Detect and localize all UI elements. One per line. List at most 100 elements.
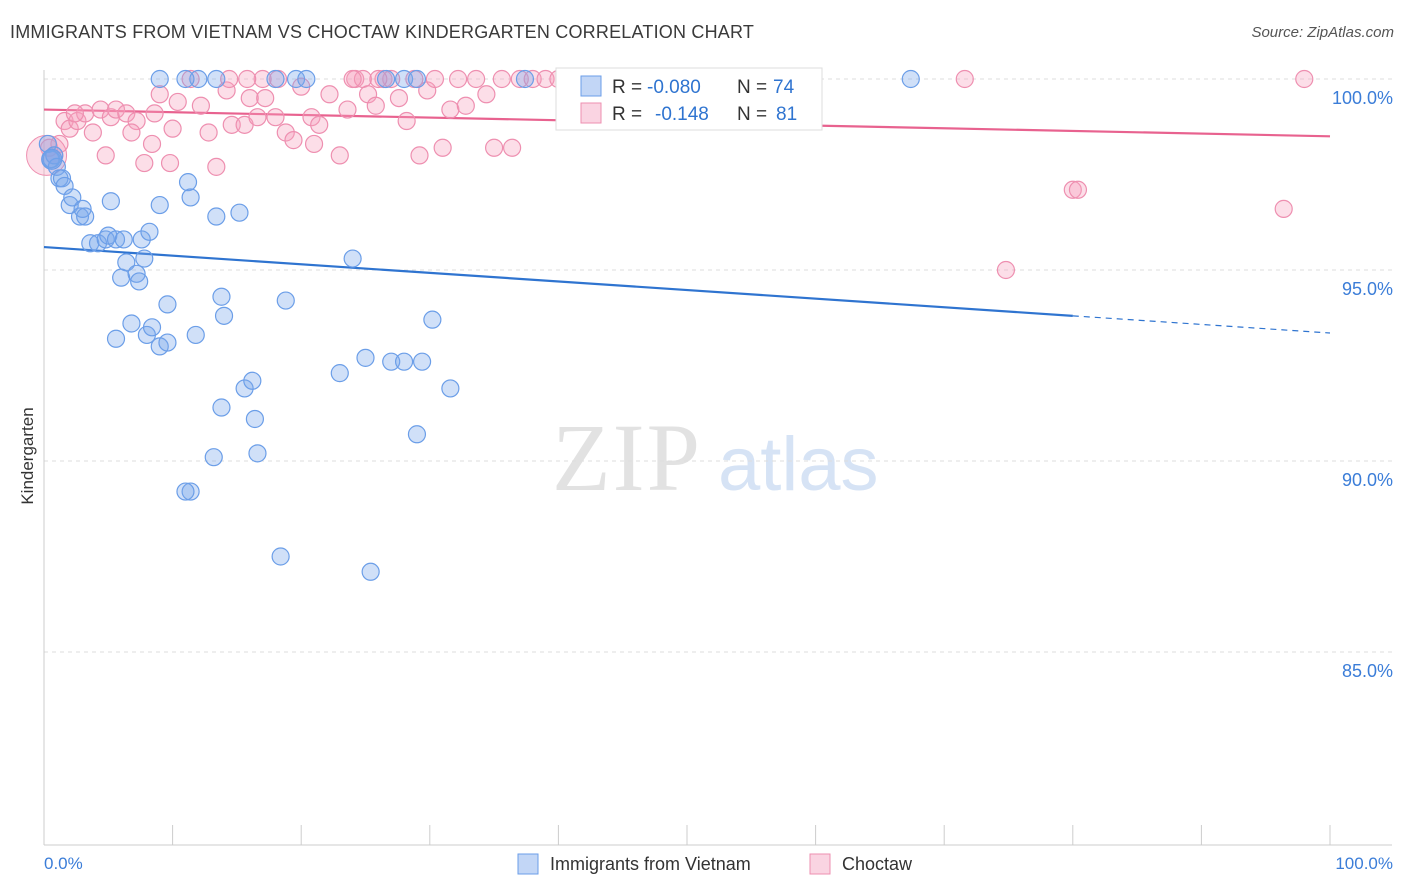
data-point bbox=[410, 146, 429, 165]
data-point bbox=[955, 69, 974, 89]
legend-r-value-1: -0.080 bbox=[647, 77, 701, 98]
data-point bbox=[150, 69, 169, 89]
data-point bbox=[441, 379, 460, 398]
data-point bbox=[266, 108, 285, 127]
data-point bbox=[276, 291, 295, 310]
data-point bbox=[536, 69, 555, 89]
data-point bbox=[178, 173, 198, 192]
data-point bbox=[492, 69, 511, 89]
data-point bbox=[423, 310, 442, 329]
data-point bbox=[338, 100, 357, 119]
data-point bbox=[286, 69, 306, 89]
x-ticks bbox=[43, 825, 1331, 845]
data-point bbox=[181, 188, 200, 207]
data-point bbox=[207, 157, 226, 176]
data-point bbox=[142, 134, 162, 154]
series-legend: Immigrants from Vietnam Choctaw bbox=[517, 853, 913, 875]
data-point bbox=[150, 195, 169, 215]
data-point bbox=[176, 482, 195, 501]
data-point bbox=[243, 371, 262, 390]
gridlines bbox=[44, 78, 1392, 653]
data-point bbox=[207, 69, 226, 89]
data-point bbox=[91, 100, 110, 119]
data-point bbox=[248, 108, 267, 127]
x-tick-label-min: 0.0% bbox=[44, 854, 83, 873]
legend-swatch-choctaw bbox=[580, 102, 602, 124]
data-point bbox=[191, 96, 210, 115]
data-point bbox=[510, 69, 529, 89]
legend-r-label-1: R = bbox=[612, 77, 642, 98]
legend-n-value-1: 74 bbox=[773, 77, 795, 98]
data-point bbox=[477, 85, 496, 104]
data-point bbox=[485, 138, 504, 157]
trend-line-vietnam-extrapolated bbox=[1072, 315, 1331, 334]
data-point bbox=[389, 88, 409, 108]
data-point bbox=[222, 115, 241, 134]
chart-title: IMMIGRANTS FROM VIETNAM VS CHOCTAW KINDE… bbox=[10, 22, 755, 42]
y-tick-labels: 85.0% 90.0% 95.0% 100.0% bbox=[1332, 88, 1393, 681]
legend-r-label-2: R = bbox=[612, 104, 642, 125]
trend-line-vietnam bbox=[43, 245, 1073, 317]
data-point bbox=[189, 69, 208, 89]
data-point bbox=[441, 100, 460, 119]
y-tick-label: 85.0% bbox=[1342, 661, 1393, 681]
data-point bbox=[106, 100, 126, 119]
data-point bbox=[248, 444, 267, 463]
data-point bbox=[235, 379, 254, 398]
data-point bbox=[266, 69, 285, 89]
data-point bbox=[81, 234, 100, 253]
data-point bbox=[1068, 180, 1088, 199]
data-point bbox=[302, 108, 321, 127]
data-point bbox=[356, 348, 375, 367]
data-point bbox=[207, 207, 226, 226]
data-point bbox=[160, 153, 180, 173]
data-point bbox=[117, 104, 136, 123]
data-point bbox=[122, 123, 141, 142]
data-point bbox=[130, 272, 149, 291]
legend-box bbox=[555, 67, 823, 131]
data-point bbox=[63, 188, 82, 207]
data-point bbox=[407, 69, 427, 89]
data-point bbox=[320, 85, 339, 104]
data-point bbox=[140, 222, 159, 241]
watermark-zip: ZIP bbox=[552, 404, 702, 511]
data-point bbox=[394, 352, 414, 371]
data-point bbox=[176, 69, 195, 89]
data-point bbox=[330, 146, 349, 165]
data-point bbox=[1063, 180, 1082, 199]
data-point bbox=[76, 104, 95, 123]
source-label: Source: ZipAtlas.com bbox=[1251, 24, 1394, 41]
y-tick-label: 90.0% bbox=[1342, 470, 1393, 490]
data-point bbox=[361, 562, 380, 581]
data-point-cluster bbox=[41, 148, 63, 170]
data-point bbox=[181, 482, 200, 501]
y-tick-label: 95.0% bbox=[1342, 279, 1393, 299]
data-point bbox=[343, 69, 362, 89]
data-point bbox=[369, 69, 388, 89]
data-point bbox=[212, 287, 231, 306]
data-point bbox=[204, 448, 223, 467]
data-point bbox=[276, 123, 295, 142]
data-point bbox=[217, 81, 236, 100]
data-point bbox=[330, 364, 349, 383]
data-point bbox=[397, 111, 416, 131]
data-point bbox=[515, 69, 535, 89]
data-point bbox=[114, 230, 133, 249]
data-point bbox=[101, 192, 120, 211]
data-point bbox=[76, 207, 95, 226]
data-point bbox=[456, 96, 475, 115]
data-point bbox=[1295, 69, 1314, 89]
data-point bbox=[220, 69, 239, 89]
data-point bbox=[433, 138, 452, 157]
data-point bbox=[238, 69, 257, 89]
data-point bbox=[996, 260, 1016, 280]
data-point bbox=[199, 123, 218, 142]
bottom-legend-label-vietnam: Immigrants from Vietnam bbox=[550, 854, 751, 874]
data-point bbox=[297, 69, 316, 89]
data-point bbox=[240, 88, 259, 108]
data-point bbox=[145, 104, 164, 123]
legend-r-value-2: -0.148 bbox=[655, 104, 709, 125]
data-point bbox=[394, 69, 414, 89]
data-point bbox=[407, 425, 427, 444]
